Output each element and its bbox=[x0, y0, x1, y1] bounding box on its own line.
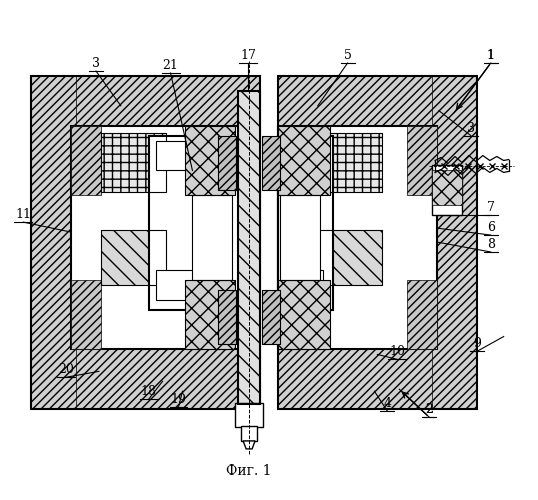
Bar bbox=[432, 170, 462, 205]
Bar bbox=[218, 290, 236, 344]
Text: 2: 2 bbox=[425, 403, 433, 416]
Bar bbox=[278, 344, 477, 409]
Bar bbox=[241, 426, 257, 441]
Bar bbox=[71, 126, 101, 196]
Text: 20: 20 bbox=[58, 364, 74, 376]
Text: 4: 4 bbox=[384, 397, 391, 410]
Bar bbox=[31, 344, 260, 409]
Text: 18: 18 bbox=[140, 385, 157, 398]
Text: 3: 3 bbox=[92, 57, 100, 70]
Bar bbox=[71, 126, 240, 350]
Bar bbox=[186, 280, 235, 349]
Bar bbox=[218, 136, 236, 190]
Bar bbox=[318, 132, 383, 192]
Bar bbox=[262, 290, 280, 344]
Bar bbox=[218, 136, 236, 190]
Bar bbox=[432, 166, 462, 215]
Bar bbox=[407, 280, 437, 349]
Bar bbox=[283, 140, 323, 170]
Bar bbox=[101, 230, 166, 285]
Text: 6: 6 bbox=[487, 221, 495, 234]
Text: 1: 1 bbox=[487, 49, 495, 62]
Bar bbox=[278, 126, 330, 196]
Text: 7: 7 bbox=[487, 201, 495, 214]
Bar bbox=[235, 403, 263, 427]
Bar bbox=[148, 136, 203, 310]
Text: 8: 8 bbox=[487, 238, 495, 251]
Bar bbox=[238, 91, 260, 404]
Text: 21: 21 bbox=[162, 59, 179, 72]
Text: 9: 9 bbox=[473, 338, 481, 350]
Bar bbox=[71, 280, 101, 349]
Text: Фиг. 1: Фиг. 1 bbox=[226, 464, 272, 478]
Bar bbox=[31, 76, 76, 409]
Bar bbox=[318, 230, 383, 285]
Bar bbox=[262, 136, 280, 190]
Bar bbox=[283, 270, 323, 300]
Bar bbox=[238, 91, 260, 404]
Bar bbox=[278, 136, 332, 310]
Text: 11: 11 bbox=[16, 208, 31, 221]
Text: 3: 3 bbox=[467, 122, 475, 134]
Bar bbox=[278, 76, 477, 409]
Bar bbox=[278, 76, 477, 140]
Bar bbox=[193, 196, 232, 280]
Bar bbox=[280, 196, 320, 280]
Bar bbox=[278, 126, 330, 196]
Text: 19: 19 bbox=[171, 393, 187, 406]
Bar bbox=[101, 132, 166, 192]
Bar bbox=[186, 126, 235, 196]
Text: 17: 17 bbox=[240, 49, 256, 62]
Text: 2: 2 bbox=[425, 403, 433, 416]
Polygon shape bbox=[243, 441, 255, 449]
Bar bbox=[318, 132, 383, 192]
Bar bbox=[278, 280, 330, 349]
Bar bbox=[218, 290, 236, 344]
Bar bbox=[155, 140, 195, 170]
Bar bbox=[31, 76, 260, 140]
Bar bbox=[262, 290, 280, 344]
Bar bbox=[101, 230, 166, 285]
Bar bbox=[262, 136, 280, 190]
Bar bbox=[318, 230, 383, 285]
Bar bbox=[278, 126, 437, 350]
Text: 10: 10 bbox=[390, 346, 405, 358]
Bar bbox=[186, 280, 235, 349]
Bar bbox=[278, 280, 330, 349]
Text: 5: 5 bbox=[344, 49, 351, 62]
Text: 1: 1 bbox=[487, 49, 495, 62]
Bar bbox=[186, 126, 235, 196]
Bar bbox=[432, 76, 477, 409]
Bar bbox=[155, 270, 195, 300]
Bar bbox=[31, 76, 260, 409]
Bar bbox=[407, 126, 437, 196]
Bar bbox=[101, 132, 166, 192]
